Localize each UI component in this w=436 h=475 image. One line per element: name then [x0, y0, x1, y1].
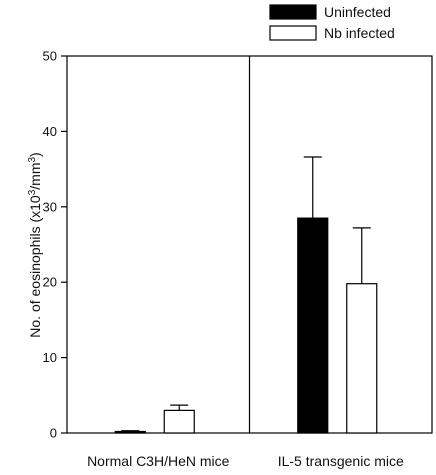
legend-swatch [269, 4, 317, 20]
bar [297, 217, 329, 434]
bar [163, 409, 195, 434]
y-tick-label: 30 [43, 199, 57, 214]
legend-label: Nb infected [324, 25, 395, 41]
y-tick-label: 40 [43, 124, 57, 139]
y-tick-label: 10 [43, 350, 57, 365]
plot-axes [66, 55, 433, 434]
legend-swatch [269, 25, 317, 41]
x-categories-group: Normal C3H/HeN mice IL-5 transgenic mice [87, 453, 404, 469]
bars-group [114, 156, 378, 434]
legend-label: Uninfected [324, 4, 391, 20]
y-tick-label: 20 [43, 275, 57, 290]
legend: Uninfected Nb infected [269, 4, 395, 41]
bar [114, 430, 146, 434]
y-tick-label: 0 [50, 426, 57, 441]
y-tick-label: 50 [43, 49, 57, 64]
y-axis-title: No. of eosinophils (x103/mm3) [27, 152, 44, 337]
bar [346, 283, 378, 434]
x-category-label: Normal C3H/HeN mice [87, 453, 230, 469]
y-ticks-group: 0 10 20 30 40 50 [43, 49, 67, 441]
x-category-label: IL-5 transgenic mice [278, 453, 404, 469]
